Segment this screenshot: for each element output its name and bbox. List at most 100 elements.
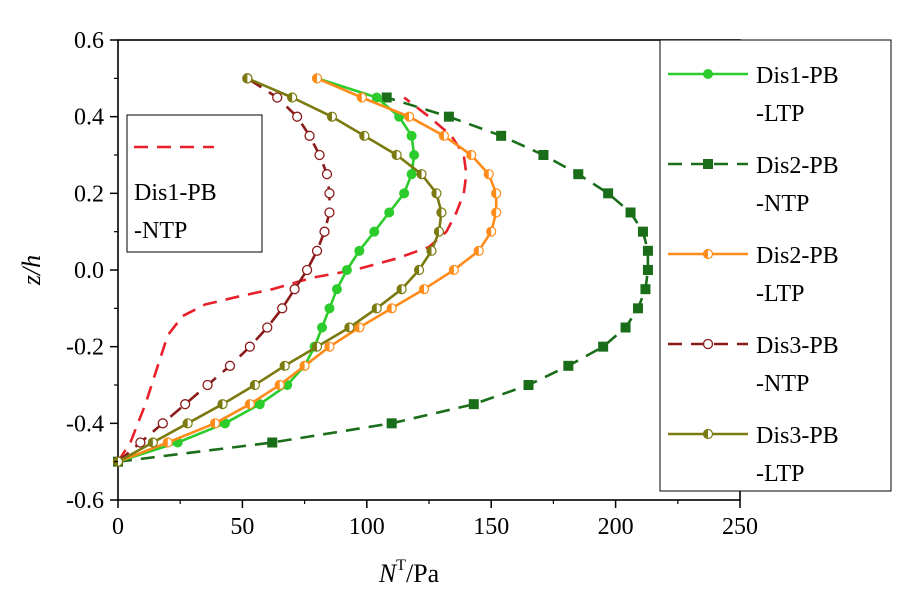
series-2-point bbox=[598, 341, 609, 352]
series-4-point-fill bbox=[312, 73, 318, 83]
series-5-point bbox=[202, 379, 213, 391]
series-5-point bbox=[314, 149, 325, 161]
series-5-point bbox=[224, 360, 236, 371]
series-4-point-fill bbox=[354, 323, 360, 332]
legend-inset-box bbox=[126, 114, 263, 253]
series-4-point-fill bbox=[439, 131, 444, 141]
series-2-point bbox=[381, 92, 392, 103]
series-4-point bbox=[486, 226, 497, 237]
series-6-point bbox=[182, 418, 193, 429]
series-6-point-fill bbox=[217, 399, 223, 409]
ticks-layer: 0 50 100 150 200 250 -0.6 -0.4 -0.2 0.0 0.2 0.4 0.6 bbox=[66, 28, 758, 540]
series-6-point-fill bbox=[397, 284, 402, 294]
series-3-point bbox=[409, 150, 420, 160]
series-6-point-fill bbox=[287, 93, 293, 102]
x-axis-title: NT/Pa bbox=[378, 557, 440, 588]
series-5-point bbox=[311, 245, 323, 256]
legend-inset: Dis1-PB -NTP bbox=[126, 114, 263, 253]
legend-label-line1: Dis3-PB bbox=[756, 423, 839, 449]
series-6-point-fill bbox=[148, 438, 153, 447]
y-tick-label: -0.4 bbox=[66, 411, 104, 437]
legend-label-line1: Dis3-PB bbox=[756, 333, 839, 359]
series-4-point-fill bbox=[486, 227, 492, 237]
legend-label-line1: Dis2-PB bbox=[756, 153, 839, 179]
series-3-point bbox=[406, 169, 417, 180]
series-3-point bbox=[341, 265, 352, 275]
series-4-point-fill bbox=[491, 188, 497, 198]
series-5-point bbox=[262, 322, 273, 333]
series-2-point bbox=[563, 360, 574, 371]
series-4-point bbox=[274, 379, 285, 391]
series-6-point bbox=[249, 379, 260, 391]
legend-label-line2: -NTP bbox=[756, 371, 809, 397]
series-4-point bbox=[324, 341, 335, 352]
series-4-point bbox=[354, 322, 365, 333]
legend-inset-label-line1: Dis1-PB bbox=[134, 180, 217, 206]
series-2-point bbox=[632, 303, 643, 314]
legend-swatch-marker-fill bbox=[703, 429, 708, 439]
series-2-line bbox=[117, 96, 650, 463]
series-3-point bbox=[369, 226, 380, 237]
series-3-point bbox=[406, 130, 417, 141]
x-tick-label: 250 bbox=[722, 514, 758, 540]
series-3-point bbox=[254, 399, 265, 410]
series-1-line bbox=[116, 96, 468, 463]
series-5-point bbox=[289, 284, 300, 295]
series-2-point bbox=[523, 380, 534, 390]
series-4-point bbox=[299, 360, 310, 371]
series-6-point-fill bbox=[183, 418, 188, 428]
series-2-point bbox=[603, 188, 614, 199]
series-4-point-fill bbox=[275, 380, 280, 390]
series-6-point bbox=[426, 245, 437, 256]
series-6-point-fill bbox=[280, 361, 285, 371]
series-2-point bbox=[620, 322, 631, 333]
series-3-point bbox=[371, 92, 382, 103]
series-4-point bbox=[244, 399, 255, 410]
series-3-point bbox=[354, 245, 365, 256]
y-tick-label: 0.4 bbox=[74, 105, 104, 131]
series-2-point bbox=[640, 284, 651, 295]
series-6-point bbox=[416, 169, 427, 180]
series-3-point bbox=[331, 284, 342, 295]
y-tick-label: 0.6 bbox=[74, 28, 104, 54]
series-4-point bbox=[386, 303, 397, 314]
series-4-point-fill bbox=[387, 303, 392, 313]
x-axis-label-sup: T bbox=[396, 557, 406, 574]
series-4-point bbox=[483, 169, 494, 180]
series-4-point-fill bbox=[324, 342, 330, 352]
series-6-point-fill bbox=[417, 169, 422, 179]
series-5-point bbox=[291, 111, 303, 122]
series-6-point bbox=[396, 284, 407, 295]
series-4-point bbox=[473, 245, 484, 256]
series-4-point bbox=[311, 73, 323, 84]
y-tick-label: -0.2 bbox=[66, 335, 104, 361]
series-4-point-fill bbox=[357, 93, 362, 102]
series-6-point bbox=[326, 111, 338, 122]
series-4-point-fill bbox=[484, 169, 489, 179]
legend-entry-3: Dis2-PB -LTP bbox=[668, 243, 839, 307]
legend-entry-2: Dis2-PB -NTP bbox=[668, 153, 839, 217]
series-4-point-fill bbox=[491, 208, 497, 217]
series-4-point-fill bbox=[419, 284, 425, 294]
series-5-point bbox=[277, 303, 288, 314]
series-6-point bbox=[431, 188, 442, 199]
legend-label-line2: -LTP bbox=[756, 461, 804, 487]
series-6-point-fill bbox=[312, 342, 318, 352]
series-4-point-fill bbox=[404, 112, 410, 122]
series-2-point bbox=[386, 418, 397, 429]
series-5-point bbox=[180, 399, 191, 410]
series-6-point bbox=[371, 303, 382, 314]
series-6-point-fill bbox=[327, 112, 332, 122]
legend-right-box bbox=[659, 39, 892, 492]
x-tick-label: 100 bbox=[349, 514, 385, 540]
series-6-point bbox=[391, 149, 402, 161]
legend-label-line2: -LTP bbox=[756, 281, 804, 307]
series-6-point-fill bbox=[426, 246, 432, 256]
series-2-point bbox=[267, 437, 278, 448]
series-6-point-fill bbox=[431, 188, 437, 198]
series-5-point bbox=[324, 207, 335, 218]
series-6-point-fill bbox=[436, 208, 442, 217]
x-axis-label: NT/Pa bbox=[378, 557, 440, 588]
series-4-point bbox=[162, 437, 173, 448]
legend-label-line1: Dis2-PB bbox=[756, 243, 839, 269]
